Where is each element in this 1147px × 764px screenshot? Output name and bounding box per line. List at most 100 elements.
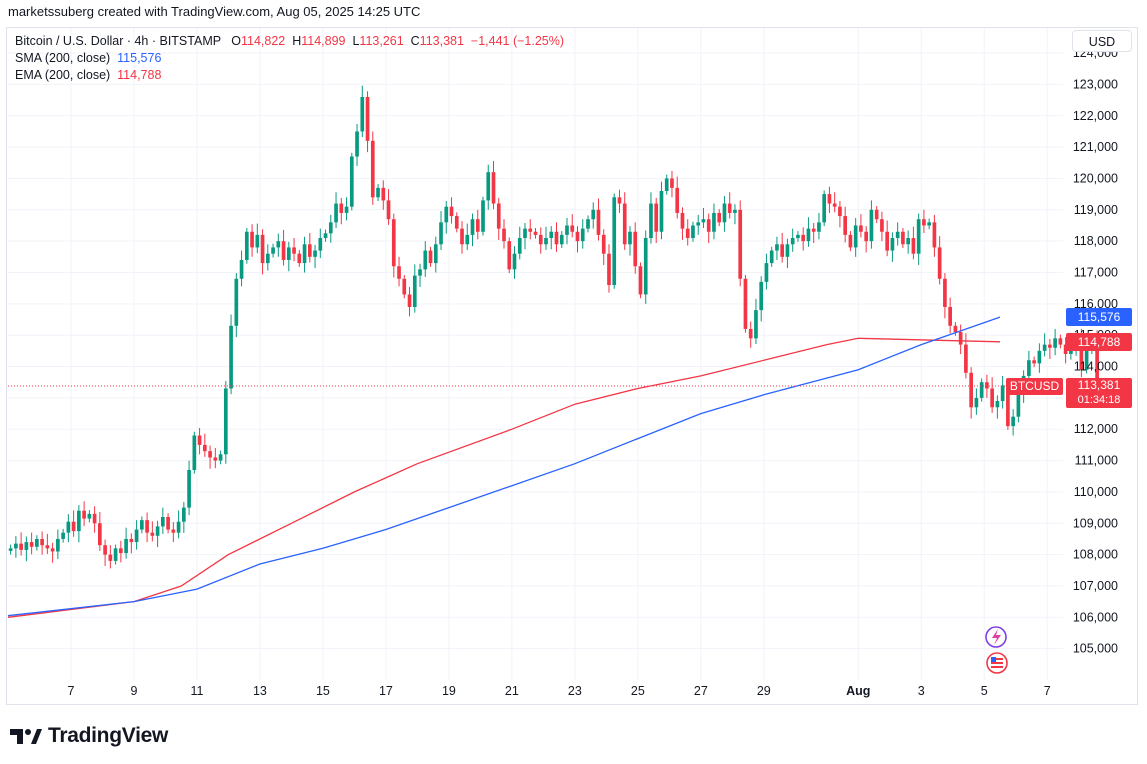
candle [460,221,464,254]
y-tick-label: 112,000 [1074,422,1118,436]
candle [596,198,601,241]
candle-body [313,250,317,257]
candle [103,539,107,566]
candle [202,433,207,457]
candle [691,221,695,242]
candle-body [979,382,984,398]
candle-body [77,510,81,532]
candle [108,545,113,569]
candle-body [680,212,685,229]
candle [969,367,973,419]
grid-lines [8,28,1063,680]
candle [890,232,895,262]
candle [722,196,727,232]
candle [549,226,554,250]
last-price-tag: 113,381 01:34:18 [1066,377,1132,408]
candle-body [166,517,170,530]
candle [402,275,407,299]
lightning-replay-icon[interactable] [985,626,1007,648]
candle-body [528,228,533,232]
candle [40,531,44,555]
candle-body [533,231,538,235]
candle-body [580,228,585,242]
candle-body [922,219,926,226]
candle-body [412,275,417,307]
candle-body [817,222,821,232]
candle [491,160,496,210]
candle [1011,409,1015,436]
candle-body [953,325,958,333]
us-flag-icon[interactable] [986,652,1008,674]
candle [8,544,13,555]
close-label: C [410,34,420,48]
candle-body [607,253,611,286]
y-tick-label: 121,000 [1073,140,1118,154]
candle [979,378,984,402]
candle [580,219,585,249]
candle [764,253,769,290]
candle-body [134,529,139,543]
candle-body [192,435,197,470]
candle-body [538,234,543,245]
candle [906,230,910,254]
candle [790,228,795,252]
candle-body [423,250,428,270]
candle [1053,328,1057,356]
candle [1000,375,1005,409]
candle [349,152,354,211]
open-value: 114,822 [241,34,286,48]
candle-body [260,234,265,264]
high-label: H [292,34,302,48]
candle-body [108,554,113,561]
y-tick-label: 122,000 [1073,109,1118,123]
candle-body [1042,344,1047,351]
candle [397,256,401,287]
candle-body [869,209,874,242]
y-tick-label: 105,000 [1073,642,1118,656]
candle-body [759,281,764,311]
candle [869,200,874,249]
candle [271,243,275,258]
y-tick-label: 119,000 [1074,203,1118,217]
candle-body [654,203,659,232]
symbol-name[interactable]: Bitcoin / U.S. Dollar · 4h · BITSTAMP [15,34,221,48]
candle-body [271,247,275,254]
candle [911,226,916,260]
candle [554,222,559,252]
candle-body [843,216,848,235]
candle-body [801,234,806,242]
candle-body [391,219,396,267]
legend-symbol-row: Bitcoin / U.S. Dollar · 4h · BITSTAMP O1… [15,33,564,50]
candle [244,227,249,264]
y-tick-label: 116,000 [1074,297,1118,311]
candle-body [827,194,832,204]
high-value: 114,899 [301,34,346,48]
candle [1048,338,1052,360]
y-tick-label: 108,000 [1073,548,1118,562]
legend-sma-row[interactable]: SMA (200, close) 115,576 [15,50,564,67]
y-tick-label: 110,000 [1074,485,1118,499]
candle-body [775,244,779,251]
candle-body [1027,360,1031,376]
currency-button[interactable]: USD [1072,30,1132,52]
price-axis: 105,000 106,000 107,000 108,000 109,000 110,0… [1073,46,1118,656]
last-price-value: 113,381 [1077,377,1121,392]
legend-ema-row[interactable]: EMA (200, close) 114,788 [15,67,564,84]
candle [307,233,312,263]
x-tick-label: 7 [68,684,75,698]
candle-body [806,228,811,242]
candle-body [281,241,286,260]
candle [659,181,664,240]
candle [24,536,29,562]
candle [56,529,60,560]
candle [512,246,517,279]
candle [880,211,884,242]
candles [8,85,1099,569]
candle-body [754,310,758,339]
candle [302,236,307,273]
candle [680,207,685,240]
candle [601,229,606,265]
candle-body [381,187,386,201]
candle [948,297,952,334]
